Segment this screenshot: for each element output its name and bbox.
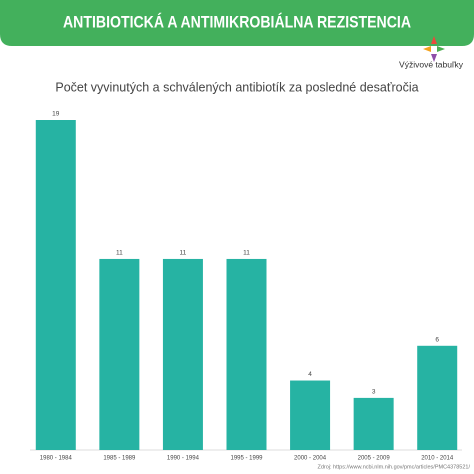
value-label: 6 — [435, 337, 439, 344]
chart-title: ANTIBIOTICKÁ A ANTIMIKROBIÁLNA REZISTENC… — [63, 12, 411, 31]
brand: Výživové tabuľky — [399, 59, 464, 69]
bar — [35, 120, 76, 450]
x-tick-label: 2005 - 2009 — [358, 456, 391, 462]
value-label: 11 — [116, 250, 123, 257]
value-label: 4 — [308, 371, 312, 378]
value-label: 11 — [243, 250, 250, 257]
bar — [226, 258, 267, 450]
x-tick-label: 1985 - 1989 — [103, 456, 136, 462]
bar — [417, 345, 458, 450]
value-label: 3 — [372, 389, 376, 396]
x-tick-label: 1980 - 1984 — [40, 456, 73, 462]
bar — [290, 380, 331, 450]
x-tick-label: 1990 - 1994 — [167, 456, 200, 462]
logo-icon — [423, 36, 445, 62]
bar — [99, 258, 140, 450]
x-tick-label: 2000 - 2004 — [294, 456, 327, 462]
x-tick-label: 1995 - 1999 — [230, 456, 263, 462]
source: Zdroj: https://www.ncbi.nlm.nih.gov/pmc/… — [317, 464, 470, 470]
bar — [162, 258, 203, 450]
value-label: 11 — [180, 250, 187, 257]
value-label: 19 — [52, 111, 60, 118]
header-banner — [0, 0, 474, 46]
bar — [353, 397, 394, 450]
chart-subtitle: Počet vyvinutých a schválených antibiotí… — [55, 80, 418, 94]
x-tick-label: 2010 - 2014 — [421, 456, 454, 462]
